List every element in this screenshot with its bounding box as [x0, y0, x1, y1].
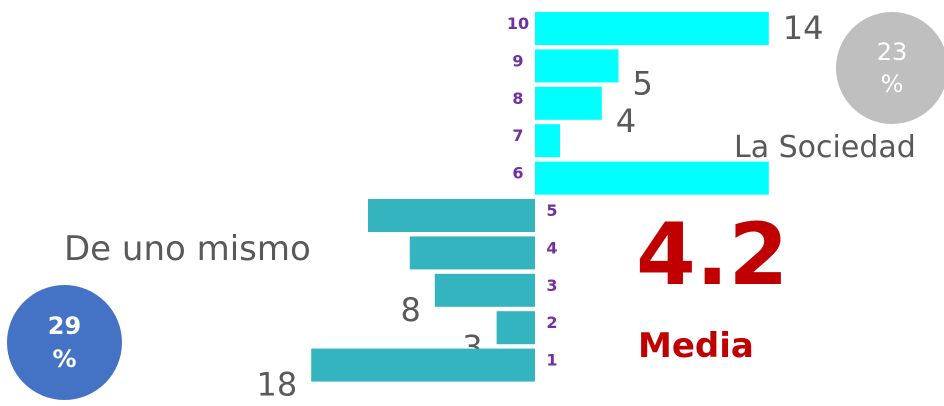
bar-la-sociedad-9 — [535, 49, 619, 83]
bar-de-uno-mismo-3 — [434, 273, 535, 307]
category-label-8: 8 — [512, 89, 523, 108]
category-label-9: 9 — [512, 51, 523, 70]
category-label-1: 1 — [546, 351, 557, 370]
bar-de-uno-mismo-4 — [409, 236, 535, 270]
bar-la-sociedad-10 — [535, 12, 769, 45]
value-label-8: 4 — [616, 102, 636, 140]
bar-de-uno-mismo-1 — [311, 348, 535, 382]
percent-symbol-la-sociedad: % — [880, 70, 904, 98]
value-label-9: 5 — [633, 64, 653, 102]
bar-de-uno-mismo-2 — [496, 311, 535, 345]
percent-number-la-sociedad: 23 — [876, 37, 908, 66]
bar-la-sociedad-8 — [535, 86, 602, 120]
category-label-2: 2 — [546, 313, 557, 332]
category-label-4: 4 — [546, 238, 557, 257]
category-label-5: 5 — [546, 201, 557, 220]
percent-symbol-de-uno-mismo: % — [52, 344, 77, 373]
bar-la-sociedad-7 — [535, 124, 561, 158]
category-label-7: 7 — [512, 126, 523, 145]
percent-circle-la-sociedad: 23 % — [836, 12, 944, 124]
bar-de-uno-mismo-5 — [368, 199, 535, 232]
category-label-6: 6 — [512, 164, 523, 183]
group-label-de-uno-mismo: De uno mismo — [64, 229, 311, 269]
mean-value: 4.2 — [636, 205, 789, 305]
percent-number-de-uno-mismo: 29 — [47, 312, 82, 341]
category-label-10: 10 — [507, 14, 529, 33]
group-label-la-sociedad: La Sociedad — [734, 130, 916, 165]
value-label-10: 14 — [783, 9, 824, 47]
mean-label: Media — [638, 326, 754, 366]
bar-la-sociedad-6 — [535, 161, 769, 195]
value-label-3: 8 — [400, 291, 420, 329]
value-label-1: 18 — [257, 366, 298, 404]
percent-circle-de-uno-mismo: 29 % — [7, 285, 122, 400]
category-label-3: 3 — [546, 276, 557, 295]
